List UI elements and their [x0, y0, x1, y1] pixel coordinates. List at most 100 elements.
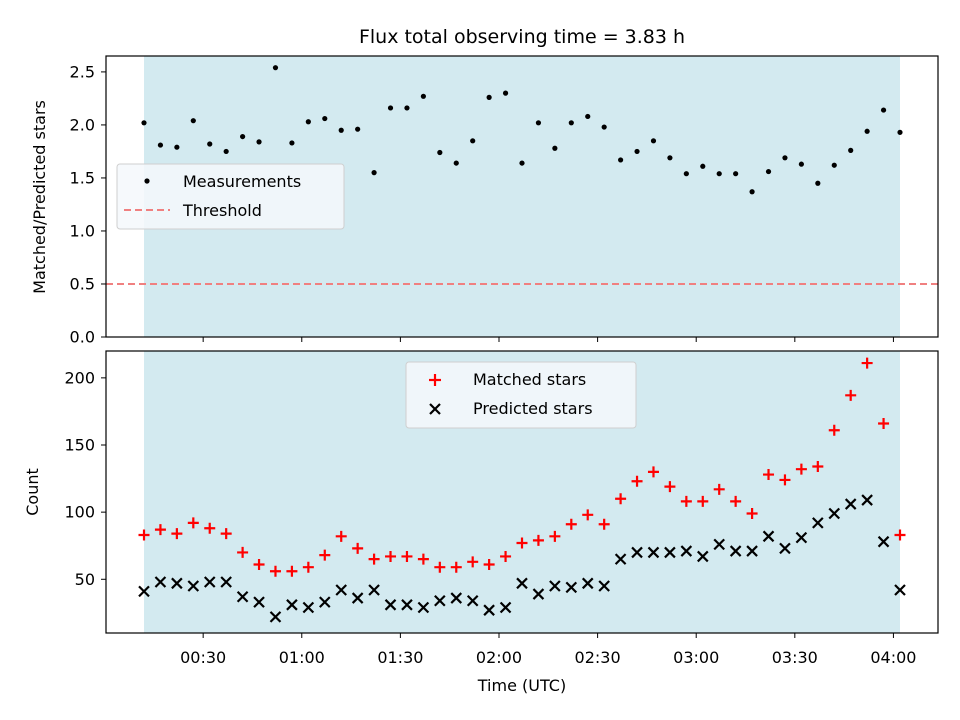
matched-star-point: [204, 522, 216, 534]
matched-star-point: [220, 528, 232, 540]
matched-star-point: [713, 483, 725, 495]
bottom-ytick-label: 150: [64, 436, 95, 455]
legend-predicted-marker: [429, 403, 441, 415]
bottom-legend-box: [405, 361, 637, 429]
top-legend-box: [116, 163, 345, 230]
matched-star-point: [286, 565, 298, 577]
measurement-point: [798, 161, 804, 167]
predicted-star-point: [401, 599, 413, 611]
matched-star-point: [763, 469, 775, 481]
matched-star-point: [598, 518, 610, 530]
matched-star-point: [730, 495, 742, 507]
matched-star-point: [516, 537, 528, 549]
predicted-star-point: [861, 494, 873, 506]
measurement-point: [420, 93, 426, 99]
matched-star-point: [171, 528, 183, 540]
measurement-point: [305, 119, 311, 125]
predicted-star-point: [319, 596, 331, 608]
top-ytick-label: 1.5: [70, 168, 95, 187]
top-ytick-label: 2.5: [70, 62, 95, 81]
matched-star-point: [779, 474, 791, 486]
measurement-point: [618, 157, 624, 163]
measurement-point: [223, 148, 229, 155]
bottom-ytick-label: 200: [64, 368, 95, 387]
predicted-star-point: [664, 546, 676, 559]
matched-star-point: [352, 542, 364, 554]
predicted-star-point: [614, 553, 627, 565]
measurement-point: [141, 120, 147, 126]
predicted-star-point: [450, 592, 463, 604]
predicted-star-point: [516, 577, 528, 590]
matched-star-point: [483, 559, 495, 571]
predicted-star-point: [483, 604, 495, 616]
predicted-star-point: [335, 584, 347, 596]
measurement-point: [650, 138, 657, 144]
matched-star-point: [138, 529, 150, 541]
predicted-star-point: [746, 545, 758, 557]
predicted-star-point: [729, 545, 742, 557]
legend-measurements-label: Measurements: [183, 172, 301, 191]
measurement-point: [897, 129, 903, 135]
measurement-point: [634, 148, 640, 155]
bottom-xlabel: Time (UTC): [477, 676, 566, 695]
predicted-star-point: [499, 601, 512, 614]
matched-star-point: [828, 424, 840, 436]
bottom-axes-frame: [105, 350, 939, 634]
predicted-star-point: [253, 596, 265, 608]
predicted-star-point: [697, 550, 709, 563]
bottom-ytick-label: 100: [64, 503, 95, 522]
top-ytick-label: 0.0: [70, 328, 95, 347]
predicted-star-point: [844, 498, 857, 510]
legend-predicted-label: Predicted stars: [473, 399, 593, 418]
measurement-point: [453, 160, 459, 166]
measurement-point: [486, 94, 492, 100]
bottom-xtick-label: 02:00: [476, 648, 522, 667]
bottom-xtick-label: 03:00: [673, 648, 719, 667]
matched-star-point: [795, 463, 807, 475]
matched-star-point: [697, 495, 709, 507]
measurement-point: [552, 145, 558, 151]
matched-star-point: [565, 518, 577, 530]
predicted-star-point: [894, 584, 906, 596]
measurement-point: [568, 120, 574, 126]
matched-star-point: [647, 466, 659, 478]
measurement-point: [338, 127, 344, 133]
measurement-point: [831, 162, 837, 168]
predicted-star-point: [138, 585, 150, 598]
measurement-point: [864, 128, 870, 134]
measurement-point: [371, 170, 377, 176]
measurement-point: [289, 140, 295, 146]
legend-matched-label: Matched stars: [473, 370, 586, 389]
matched-star-point: [302, 561, 314, 573]
top-ytick-label: 0.5: [70, 274, 95, 293]
predicted-star-point: [351, 592, 364, 604]
predicted-star-point: [220, 576, 232, 588]
predicted-star-point: [171, 577, 183, 590]
measurement-point: [355, 126, 361, 132]
bottom-xtick-label: 03:30: [772, 648, 818, 667]
measurement-point: [322, 115, 328, 122]
measurement-point: [240, 133, 246, 140]
top-ylabel: Matched/Predicted stars: [30, 100, 49, 294]
measurement-point: [256, 139, 262, 145]
measurement-point: [519, 160, 525, 166]
measurement-point: [765, 168, 772, 175]
measurement-point: [733, 171, 739, 177]
measurement-point: [470, 138, 476, 144]
legend-measurements-marker: [144, 178, 150, 184]
bottom-xtick-label: 01:30: [377, 648, 423, 667]
matched-star-point: [582, 509, 594, 521]
predicted-star-point: [236, 590, 249, 603]
predicted-star-point: [269, 611, 282, 623]
predicted-star-point: [384, 599, 397, 611]
bottom-xtick-label: 02:30: [575, 648, 621, 667]
predicted-star-point: [565, 581, 578, 594]
predicted-star-point: [795, 531, 808, 544]
matched-star-point: [434, 561, 446, 573]
measurement-point: [601, 124, 607, 130]
predicted-star-point: [532, 588, 545, 600]
predicted-star-point: [434, 594, 446, 607]
measurement-point: [174, 144, 180, 150]
matched-star-point: [187, 517, 199, 529]
